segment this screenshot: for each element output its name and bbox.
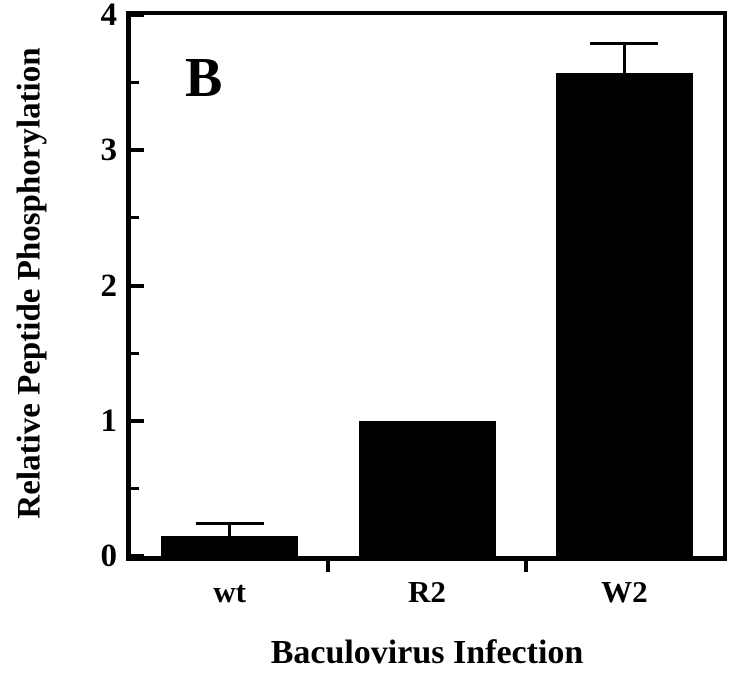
x-category-label-W2: W2 <box>601 574 648 609</box>
bar-R2 <box>358 420 496 556</box>
error-bar-line-W2 <box>622 43 626 74</box>
y-tick-label-3: 3 <box>100 132 118 169</box>
y-tick-label-2: 2 <box>100 267 118 304</box>
y-tick-label-4: 4 <box>100 0 118 33</box>
x-category-label-wt: wt <box>213 574 247 609</box>
error-bar-line-wt <box>228 523 232 536</box>
bar-W2 <box>555 73 693 556</box>
y-minor-tick-2.5 <box>131 216 139 220</box>
x-category-label-R2: R2 <box>408 574 446 609</box>
error-bar-cap-W2 <box>590 41 659 45</box>
y-tick-label-0: 0 <box>100 538 118 574</box>
y-major-tick-3 <box>131 148 144 153</box>
y-major-tick-0 <box>131 554 144 558</box>
y-minor-tick-1.5 <box>131 351 139 355</box>
bar-wt <box>161 535 299 556</box>
x-axis-title: Baculovirus Infection <box>270 634 584 671</box>
panel-label: B <box>185 47 223 109</box>
y-major-tick-1 <box>131 418 144 423</box>
y-minor-tick-0.5 <box>131 486 139 490</box>
y-tick-label-1: 1 <box>100 402 118 439</box>
x-boundary-tick-1 <box>326 561 331 572</box>
y-major-tick-2 <box>131 283 144 288</box>
y-minor-tick-3.5 <box>131 81 139 85</box>
y-major-tick-4 <box>131 13 144 17</box>
error-bar-cap-wt <box>195 522 264 526</box>
x-boundary-tick-2 <box>523 561 528 572</box>
plot-area <box>126 11 727 561</box>
